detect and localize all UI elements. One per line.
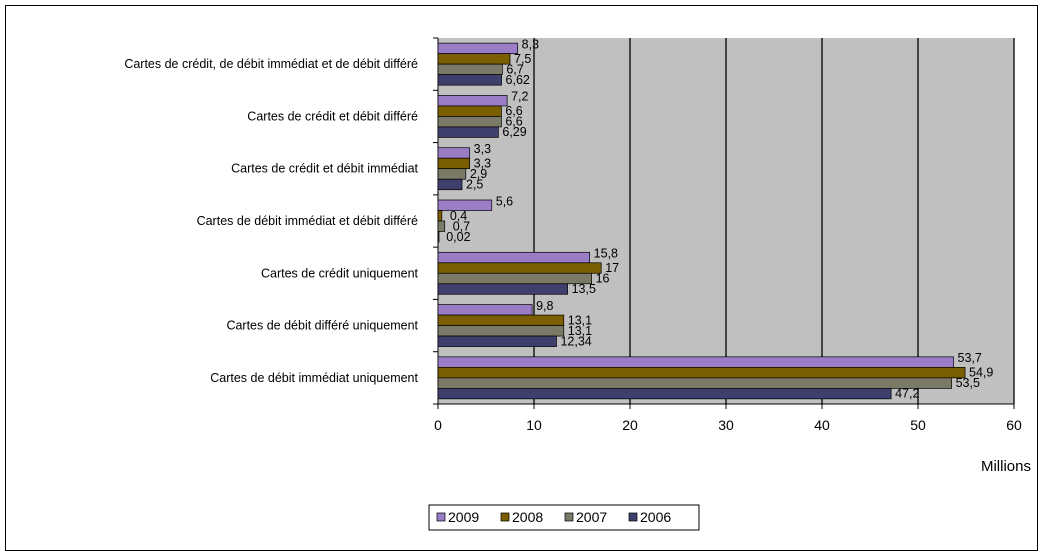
bar-2009 [437, 304, 533, 316]
category-label: Cartes de débit différé uniquement [226, 319, 418, 333]
x-tick-label: 40 [814, 417, 830, 433]
data-label-2008: 6,6 [505, 104, 522, 118]
legend-swatch-2006 [628, 512, 638, 522]
legend-label-2008: 2008 [512, 509, 543, 525]
bar-2009 [437, 356, 954, 368]
data-label-2006: 47,2 [895, 387, 919, 401]
bar-2007 [437, 377, 952, 389]
data-label-2009: 5,6 [496, 194, 513, 208]
bar-2007 [437, 168, 467, 180]
data-label-2008: 54,9 [969, 366, 993, 380]
data-label-2008: 7,5 [514, 52, 531, 66]
data-label-2007: 16 [596, 272, 610, 286]
category-label: Cartes de crédit, de débit immédiat et d… [124, 57, 418, 71]
data-label-2009: 9,8 [536, 299, 553, 313]
x-tick-label: 20 [622, 417, 638, 433]
data-label-2008: 17 [605, 261, 619, 275]
data-label-2007: 53,5 [956, 376, 980, 390]
bar-2008 [437, 314, 565, 326]
bar-2006 [437, 126, 499, 138]
legend-swatch-2007 [564, 512, 574, 522]
bar-2006 [437, 283, 568, 295]
data-label-2008: 13,1 [568, 313, 592, 327]
category-label: Cartes de crédit et débit immédiat [231, 162, 418, 176]
bar-2007 [437, 272, 592, 285]
legend-swatch-2009 [436, 512, 446, 522]
bar-2006 [437, 74, 502, 86]
category-label: Cartes de débit immédiat uniquement [210, 371, 418, 385]
data-label-2006: 0,02 [446, 230, 470, 244]
legend-box [428, 504, 700, 531]
bar-2008 [437, 367, 966, 379]
bar-2006 [437, 388, 892, 400]
data-label-2009: 15,8 [594, 247, 618, 261]
bar-2007 [437, 63, 503, 75]
bar-2006 [437, 231, 440, 243]
bar-2007 [437, 116, 502, 128]
bar-2007 [437, 325, 565, 337]
x-tick-label: 10 [526, 417, 542, 433]
data-label-2006: 13,5 [572, 282, 596, 296]
x-tick-label: 0 [434, 417, 442, 433]
data-label-2007: 13,1 [568, 324, 592, 338]
data-label-2009: 7,2 [511, 90, 528, 104]
data-label-2006: 6,62 [506, 73, 530, 87]
bar-2007 [437, 220, 446, 232]
bar-2009 [437, 251, 591, 264]
bar-2006 [437, 335, 557, 347]
x-tick-label: 50 [910, 417, 926, 433]
x-tick-label: 30 [718, 417, 734, 433]
data-label-2007: 6,7 [506, 62, 523, 76]
bar-2008 [437, 210, 443, 222]
bar-2008 [437, 53, 511, 65]
bar-2009 [437, 95, 508, 107]
bar-2009 [437, 42, 519, 54]
category-label: Cartes de crédit et débit différé [247, 109, 418, 123]
data-label-2009: 3,3 [474, 142, 491, 156]
data-label-2009: 8,3 [522, 37, 539, 51]
data-label-2007: 6,6 [505, 115, 522, 129]
data-label-2006: 12,34 [560, 334, 591, 348]
category-label: Cartes de débit immédiat et débit différ… [197, 214, 418, 228]
bar-2008 [437, 105, 502, 117]
data-label-2009: 53,7 [958, 351, 982, 365]
bar-2008 [437, 157, 471, 170]
category-label: Cartes de crédit uniquement [261, 266, 419, 280]
data-label-2006: 2,5 [466, 177, 483, 191]
bar-2006 [437, 178, 463, 191]
bar-2009 [437, 199, 493, 211]
legend-label-2009: 2009 [448, 509, 479, 525]
legend-label-2007: 2007 [576, 509, 607, 525]
legend-swatch-2008 [500, 512, 510, 522]
bar-2008 [437, 262, 602, 274]
legend-label-2006: 2006 [640, 509, 671, 525]
data-label-2008: 0,4 [450, 209, 467, 223]
x-axis-title: Millions [981, 458, 1031, 475]
bar-chart: 0 10 20 30 40 50 60 Millions Cartes de crédit, d… [124, 37, 1031, 531]
bar-2009 [437, 147, 471, 159]
data-label-2007: 0,7 [453, 219, 470, 233]
data-label-2006: 6,29 [502, 125, 526, 139]
chart-frame: 0 10 20 30 40 50 60 Millions Cartes de crédit, d… [5, 5, 1038, 551]
x-tick-label: 60 [1006, 417, 1022, 433]
data-label-2008: 3,3 [474, 156, 491, 170]
data-label-2007: 2,9 [470, 167, 487, 181]
